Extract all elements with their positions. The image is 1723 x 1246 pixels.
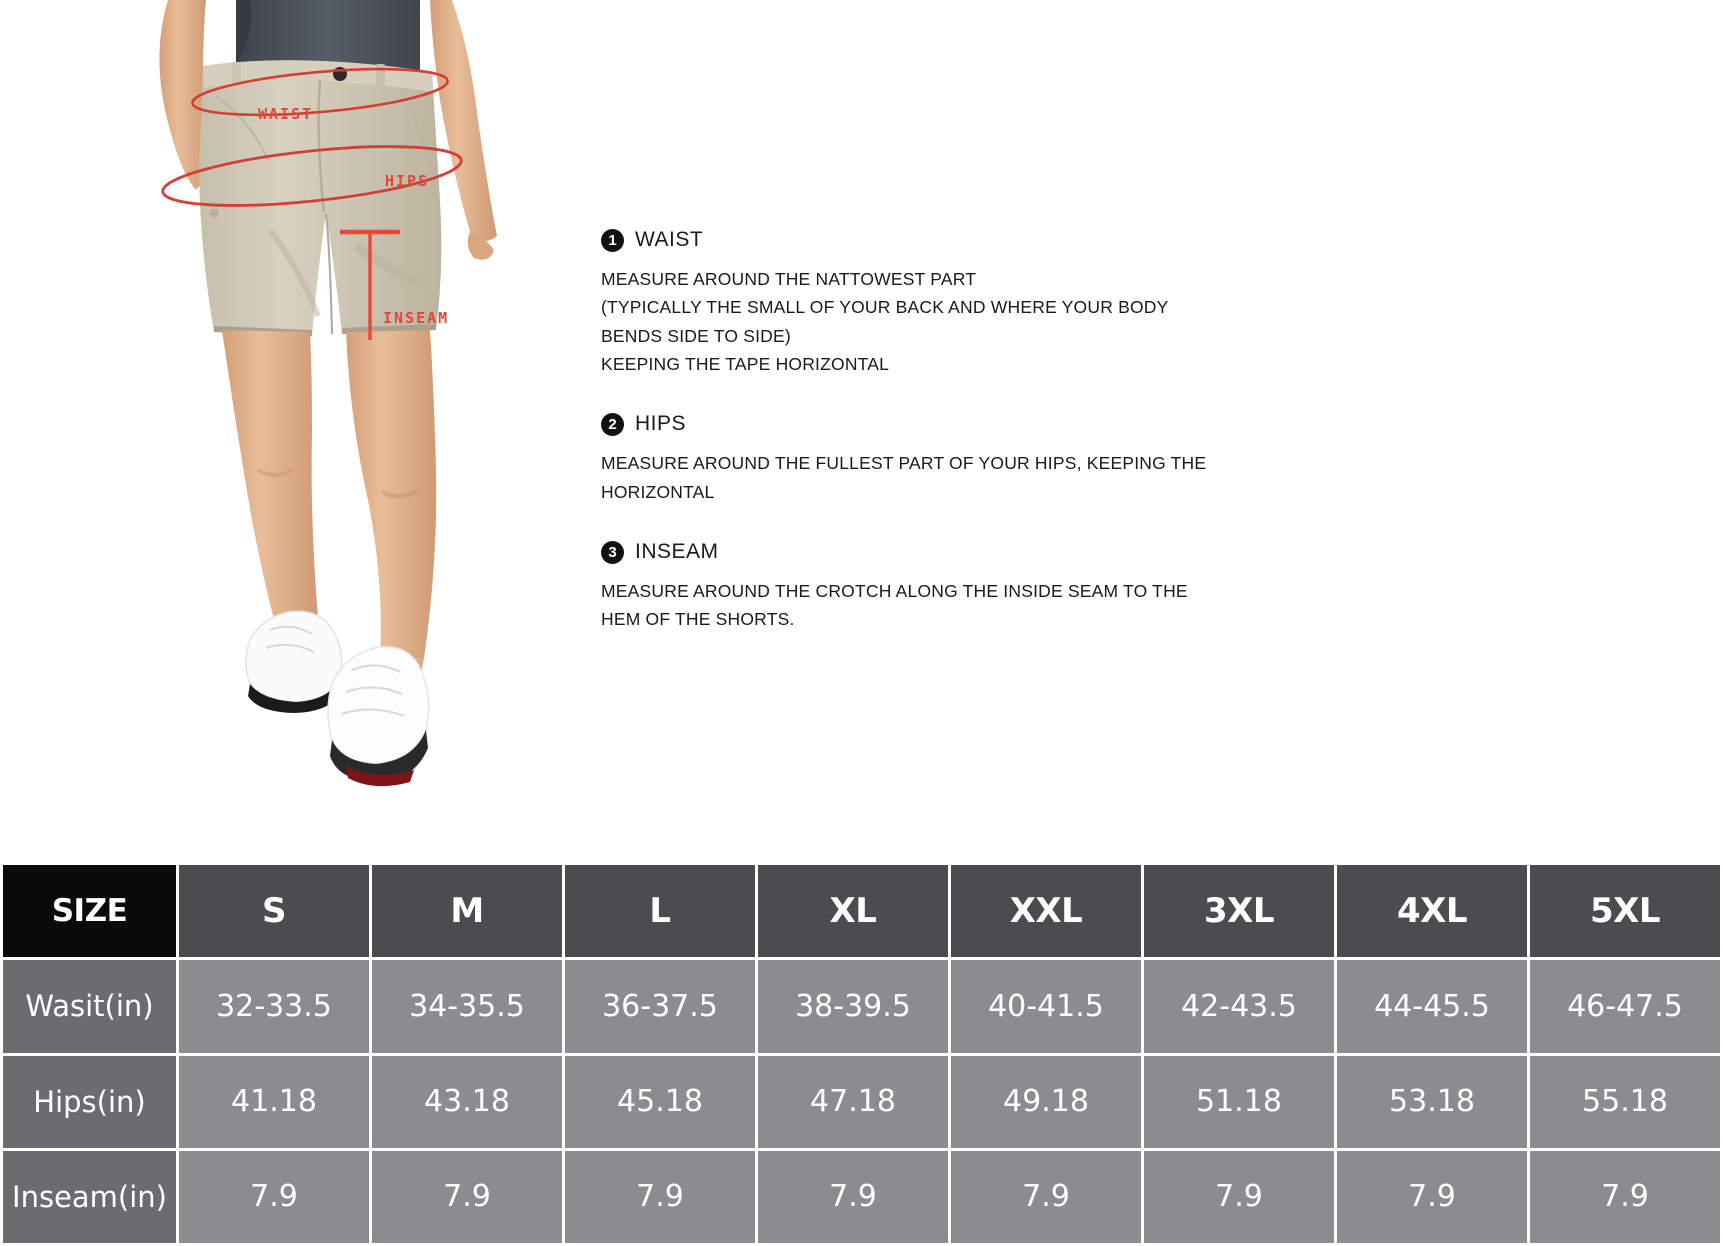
table-header-cell: S xyxy=(176,861,372,961)
table-cell: 45.18 xyxy=(562,1052,758,1151)
table-header-cell: M xyxy=(369,861,565,961)
instruction-heading: 3 INSEAM xyxy=(601,540,1381,564)
table-header-cell: 3XL xyxy=(1141,861,1337,961)
product-photo: WAIST HIPS INSEAM xyxy=(0,0,560,860)
table-corner-cell: SIZE xyxy=(0,861,179,961)
table-cell: 7.9 xyxy=(369,1147,565,1246)
table-cell: 51.18 xyxy=(1141,1052,1337,1151)
table-cell: 7.9 xyxy=(1141,1147,1337,1246)
instruction-line: HEM OF THE SHORTS. xyxy=(601,609,795,630)
inseam-overlay-label: INSEAM xyxy=(383,309,450,327)
instruction-heading: 2 HIPS xyxy=(601,412,1381,436)
instruction-line: MEASURE AROUND THE CROTCH ALONG THE INSI… xyxy=(601,581,1188,602)
size-table: SIZE S M L XL XXL 3XL 4XL 5XL Wasit(in) … xyxy=(0,861,1723,1246)
step-number-badge: 2 xyxy=(601,412,624,436)
table-row-label: Hips(in) xyxy=(0,1052,179,1151)
table-row-label: Inseam(in) xyxy=(0,1147,179,1246)
table-row: Inseam(in) 7.9 7.9 7.9 7.9 7.9 7.9 7.9 7… xyxy=(0,1147,1723,1246)
table-row: Wasit(in) 32-33.5 34-35.5 36-37.5 38-39.… xyxy=(0,957,1723,1056)
table-cell: 38-39.5 xyxy=(755,957,951,1056)
table-cell: 53.18 xyxy=(1334,1052,1530,1151)
product-photo-illustration xyxy=(159,0,497,787)
table-header-cell: L xyxy=(562,861,758,961)
measurement-instructions: 1 WAIST MEASURE AROUND THE NATTOWEST PAR… xyxy=(601,228,1381,634)
instruction-line: BENDS SIDE TO SIDE) xyxy=(601,325,791,346)
table-cell: 43.18 xyxy=(369,1052,565,1151)
table-cell: 47.18 xyxy=(755,1052,951,1151)
table-cell: 55.18 xyxy=(1527,1052,1723,1151)
table-header-cell: 4XL xyxy=(1334,861,1530,961)
table-cell: 49.18 xyxy=(948,1052,1144,1151)
table-cell: 7.9 xyxy=(1527,1147,1723,1246)
instruction-line: (TYPICALLY THE SMALL OF YOUR BACK AND WH… xyxy=(601,297,1169,318)
table-header-cell: XXL xyxy=(948,861,1144,961)
table-cell: 34-35.5 xyxy=(369,957,565,1056)
table-row-label: Wasit(in) xyxy=(0,957,179,1056)
table-cell: 7.9 xyxy=(176,1147,372,1246)
table-cell: 7.9 xyxy=(562,1147,758,1246)
instruction-heading: 1 WAIST xyxy=(601,228,1381,252)
instruction-block-hips: 2 HIPS MEASURE AROUND THE FULLEST PART O… xyxy=(601,412,1381,506)
table-cell: 36-37.5 xyxy=(562,957,758,1056)
instruction-title: INSEAM xyxy=(635,540,719,564)
instruction-title: HIPS xyxy=(635,412,687,436)
table-cell: 44-45.5 xyxy=(1334,957,1530,1056)
instruction-line: HORIZONTAL xyxy=(601,481,715,502)
table-cell: 42-43.5 xyxy=(1141,957,1337,1056)
instruction-line: KEEPING THE TAPE HORIZONTAL xyxy=(601,354,890,375)
table-header-cell: XL xyxy=(755,861,951,961)
table-cell: 46-47.5 xyxy=(1527,957,1723,1056)
table-header-row: SIZE S M L XL XXL 3XL 4XL 5XL xyxy=(0,861,1723,961)
instruction-block-waist: 1 WAIST MEASURE AROUND THE NATTOWEST PAR… xyxy=(601,228,1381,378)
table-row: Hips(in) 41.18 43.18 45.18 47.18 49.18 5… xyxy=(0,1052,1723,1151)
step-number-badge: 1 xyxy=(601,228,624,252)
table-cell: 40-41.5 xyxy=(948,957,1144,1056)
instruction-line: MEASURE AROUND THE NATTOWEST PART xyxy=(601,269,977,289)
table-header-cell: 5XL xyxy=(1527,861,1723,961)
step-number-badge: 3 xyxy=(601,540,624,564)
instruction-block-inseam: 3 INSEAM MEASURE AROUND THE CROTCH ALONG… xyxy=(601,540,1381,634)
table-cell: 7.9 xyxy=(1334,1147,1530,1246)
table-cell: 7.9 xyxy=(948,1147,1144,1246)
table-cell: 7.9 xyxy=(755,1147,951,1246)
instruction-line: MEASURE AROUND THE FULLEST PART OF YOUR … xyxy=(601,453,1207,474)
table-cell: 32-33.5 xyxy=(176,957,372,1056)
instruction-title: WAIST xyxy=(635,228,704,251)
hips-overlay-label: HIPS xyxy=(385,172,430,190)
waist-overlay-label: WAIST xyxy=(258,105,314,123)
table-cell: 41.18 xyxy=(176,1052,372,1151)
